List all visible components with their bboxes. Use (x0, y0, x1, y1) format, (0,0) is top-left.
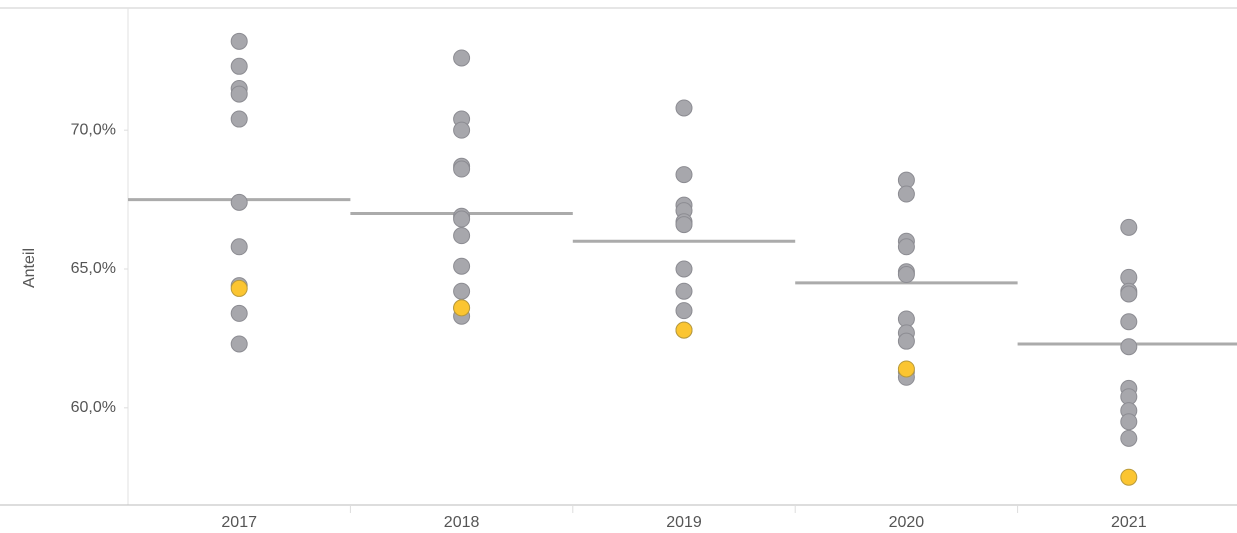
dot (675, 260, 693, 278)
x-tick-label: 2019 (666, 514, 702, 531)
dot (1120, 313, 1138, 331)
dot (675, 302, 693, 320)
x-tick-label: 2020 (889, 514, 925, 531)
dot (453, 227, 471, 245)
dot (230, 32, 248, 50)
dot (897, 238, 915, 256)
dot (1120, 285, 1138, 303)
dot (453, 257, 471, 275)
dot (1120, 218, 1138, 236)
y-tick-label: 70,0% (71, 121, 116, 138)
x-tick-label: 2017 (221, 514, 257, 531)
x-tick-label: 2021 (1111, 514, 1147, 531)
highlight-dot (675, 321, 693, 339)
dot (230, 85, 248, 103)
dot (230, 110, 248, 128)
dot (453, 121, 471, 139)
dot (230, 193, 248, 211)
dot (675, 282, 693, 300)
y-tick-label: 60,0% (71, 399, 116, 416)
highlight-dot (1120, 468, 1138, 486)
x-tick-label: 2018 (444, 514, 480, 531)
dot (453, 210, 471, 228)
dot (675, 216, 693, 234)
highlight-dot (897, 360, 915, 378)
dot (453, 160, 471, 178)
dot (230, 238, 248, 256)
dot (897, 185, 915, 203)
dot (453, 282, 471, 300)
highlight-dot (453, 299, 471, 317)
dot (453, 49, 471, 67)
dot (1120, 413, 1138, 431)
dot (1120, 429, 1138, 447)
dot (897, 332, 915, 350)
dot (897, 266, 915, 284)
dot (230, 57, 248, 75)
dot (675, 166, 693, 184)
y-axis-label: Anteil (21, 248, 38, 288)
highlight-dot (230, 279, 248, 297)
dot (230, 335, 248, 353)
y-tick-label: 65,0% (71, 260, 116, 277)
dot (230, 304, 248, 322)
dot (675, 99, 693, 117)
dot (1120, 338, 1138, 356)
